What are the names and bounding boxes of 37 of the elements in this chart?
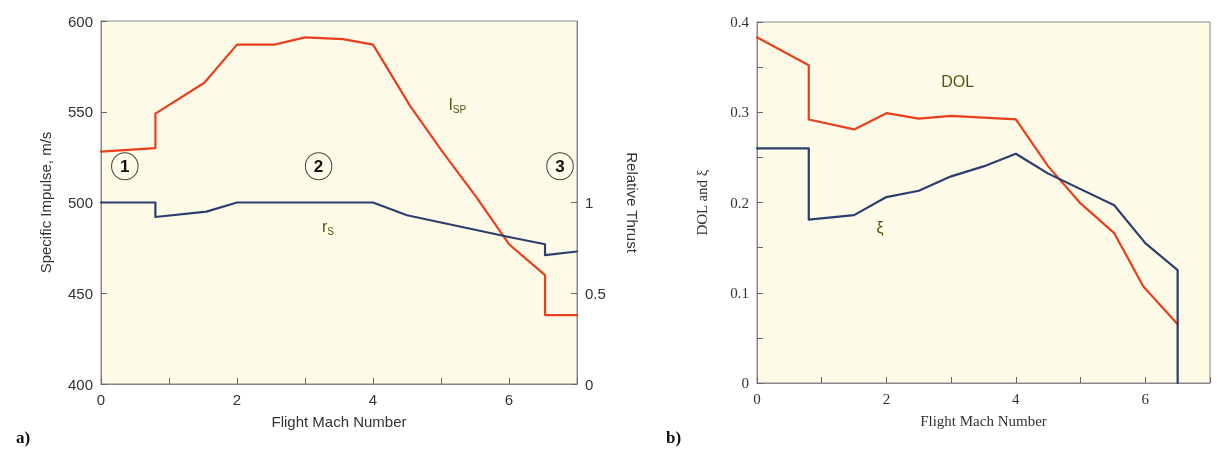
y-tick-label: 0.4 (730, 14, 750, 30)
x-tick-label: 2 (882, 390, 891, 407)
y-tick-label: 450 (67, 284, 93, 302)
x-tick-label: 0 (753, 390, 761, 407)
series-label: ξ (876, 218, 884, 237)
y-tick-label: 0 (741, 375, 749, 391)
y-tick-label: 0.1 (730, 284, 749, 301)
line-series (755, 36, 1179, 326)
annotation: 2 (313, 156, 324, 176)
line-series (755, 147, 1179, 385)
y-tick-label: 600 (67, 12, 93, 30)
x-tick-label: 6 (504, 391, 514, 408)
annotation: 3 (555, 156, 565, 176)
y-tick-label: 0.3 (730, 104, 749, 121)
y2-tick-label: 1 (585, 194, 594, 211)
text: a) (16, 428, 31, 447)
y2-axis-title: Relative Thrust (624, 152, 641, 254)
y-tick-label: 500 (67, 194, 93, 211)
y-tick-label: 550 (67, 103, 93, 121)
x-tick-label: 2 (232, 391, 242, 408)
x-axis-title: Flight Mach Number (920, 412, 1047, 429)
x-tick-label: 0 (96, 391, 106, 408)
line-series (99, 36, 579, 317)
annotation: 1 (120, 156, 130, 176)
y-tick-label: 400 (67, 375, 93, 393)
x-tick-label: 4 (368, 391, 378, 408)
y2-tick-label: 0.5 (585, 284, 606, 302)
text: b) (666, 428, 682, 447)
line-series (99, 201, 579, 257)
x-axis-title: Flight Mach Number (271, 413, 407, 430)
y-axis-title: Specific Impulse, m/s (37, 131, 54, 274)
series-label: DOL (941, 73, 975, 91)
y-tick-label: 0.2 (730, 194, 749, 211)
x-tick-label: 6 (1141, 390, 1150, 407)
y-axis-title: DOL and ξ (693, 169, 710, 236)
x-tick-label: 4 (1012, 390, 1021, 407)
y2-tick-label: 0 (585, 375, 594, 393)
